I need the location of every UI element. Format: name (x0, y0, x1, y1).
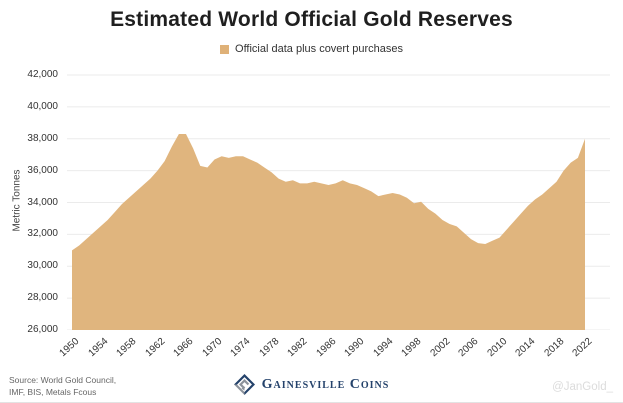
source-note: Source: World Gold Council, IMF, BIS, Me… (9, 375, 116, 399)
x-tick-label: 2010 (484, 336, 509, 360)
y-tick-label: 32,000 (27, 228, 58, 240)
x-tick-label: 1970 (199, 336, 224, 360)
legend-swatch-icon (220, 44, 230, 54)
chart-title: Estimated World Official Gold Reserves (110, 8, 513, 31)
brand-lockup: Gainesville Coins (0, 374, 623, 395)
x-tick-label: 1962 (142, 336, 167, 360)
x-tick-label: 1990 (342, 336, 367, 360)
y-tick-label: 42,000 (27, 69, 58, 80)
y-tick-label: 26,000 (27, 324, 58, 335)
gainesville-coins-logo-icon (233, 374, 255, 395)
x-tick-label: 1982 (285, 336, 310, 360)
y-tick-label: 38,000 (27, 132, 58, 144)
source-line-1: Source: World Gold Council, (9, 375, 117, 385)
x-tick-label: 1998 (399, 336, 424, 360)
x-tick-label: 2006 (456, 336, 481, 360)
brand-name: Gainesville Coins (261, 376, 390, 392)
area-chart-plot (67, 74, 610, 330)
y-tick-label: 28,000 (27, 292, 58, 304)
x-tick-label: 2022 (570, 336, 595, 360)
gold-reserves-area-series (72, 133, 585, 330)
legend-label: Official data plus covert purchases (235, 43, 403, 55)
y-tick-label: 34,000 (27, 196, 58, 208)
y-tick-label: 30,000 (27, 260, 58, 272)
y-tick-label: 36,000 (27, 164, 58, 176)
x-tick-label: 1966 (171, 336, 196, 360)
x-tick-label: 2018 (541, 336, 566, 360)
watermark-handle: @JanGold_ (552, 381, 613, 393)
x-tick-label: 1950 (57, 336, 82, 360)
legend: Official data plus covert purchases (0, 43, 623, 55)
x-tick-label: 2002 (427, 336, 452, 360)
source-line-2: IMF, BIS, Metals Fcous (9, 386, 97, 397)
x-tick-label: 1978 (256, 336, 281, 360)
x-tick-label: 1994 (370, 336, 395, 360)
x-tick-label: 2014 (513, 336, 538, 360)
x-tick-label: 1974 (228, 336, 253, 360)
x-tick-label: 1958 (114, 336, 139, 360)
x-tick-label: 1954 (85, 336, 110, 360)
y-tick-label: 40,000 (27, 100, 58, 112)
x-tick-label: 1986 (313, 336, 338, 360)
